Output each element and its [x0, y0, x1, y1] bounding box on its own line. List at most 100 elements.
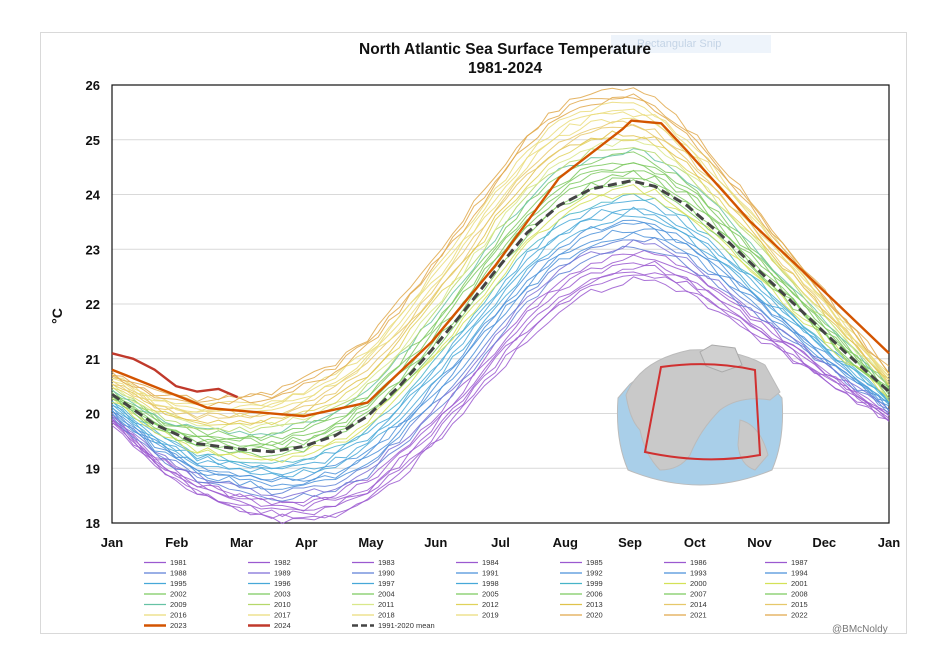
year-line-2016: [111, 117, 890, 417]
legend-label: 1993: [690, 569, 707, 578]
year-line-1999: [111, 193, 890, 464]
legend-label: 2019: [482, 611, 499, 620]
globe-inset-icon: [616, 344, 784, 486]
legend: 1981 1982 1983 1984 1985 1986 1987 1988 1989 1990…: [144, 558, 808, 630]
y-axis-label: °C: [49, 308, 65, 324]
year-line-1981: [111, 276, 890, 525]
x-tick-label: Jan: [878, 535, 900, 550]
year-line-1989: [111, 239, 890, 499]
chart-title-main: North Atlantic Sea Surface Temperature: [359, 41, 651, 58]
legend-label: 2001: [791, 579, 808, 588]
legend-label: 2016: [170, 611, 187, 620]
snip-overlay-label: Rectangular Snip: [611, 35, 771, 53]
legend-label: 1982: [274, 558, 291, 567]
legend-label: 2021: [690, 611, 707, 620]
y-tick-label: 24: [86, 188, 101, 203]
x-tick-label: Aug: [553, 535, 578, 550]
legend-label: 2006: [586, 590, 603, 599]
year-line-1986: [111, 254, 890, 507]
year-line-2013: [111, 130, 890, 425]
legend-label: 2010: [274, 600, 291, 609]
year-line-2009: [111, 148, 890, 436]
legend-label: 2002: [170, 590, 187, 599]
y-tick-label: 21: [86, 352, 100, 367]
x-tick-label: May: [358, 535, 384, 550]
year-line-1987: [111, 249, 890, 504]
legend-label: 2003: [274, 590, 291, 599]
legend-label: 2000: [690, 579, 707, 588]
chart-subtitle: 1981-2024: [467, 60, 543, 77]
year-line-2019: [111, 101, 890, 407]
legend-label: 1988: [170, 569, 187, 578]
y-tick-label: 23: [86, 242, 100, 257]
year-line-2000: [111, 193, 890, 463]
year-line-2006: [111, 162, 890, 446]
year-line-2005: [111, 170, 890, 447]
legend-label: 1995: [170, 579, 187, 588]
y-tick-label: 20: [86, 407, 100, 422]
year-line-1984: [111, 264, 890, 511]
year-line-1990: [111, 237, 890, 496]
credit-label: @BMcNoldy: [832, 624, 888, 635]
year-line-2014: [111, 124, 890, 420]
year-line-1982: [111, 274, 890, 519]
legend-label: 1983: [378, 558, 395, 567]
y-tick-label: 25: [86, 133, 100, 148]
legend-label: 2017: [274, 611, 291, 620]
x-tick-label: Jan: [101, 535, 123, 550]
year-line-2010: [111, 147, 890, 434]
legend-label: 1999: [586, 579, 603, 588]
x-tick-label: Jul: [491, 535, 510, 550]
legend-label: 1986: [690, 558, 707, 567]
chart-title: North Atlantic Sea Surface Temperature 1…: [300, 40, 710, 78]
legend-label: 1989: [274, 569, 291, 578]
year-line-2015: [111, 120, 890, 418]
year-line-1985: [111, 260, 890, 512]
series-line-1991-2020-mean: [111, 179, 891, 454]
plot-area: [111, 84, 890, 524]
x-tick-label: Nov: [747, 535, 772, 550]
legend-label: 2024: [274, 621, 291, 630]
legend-label: 1981: [170, 558, 187, 567]
legend-label: 2013: [586, 600, 603, 609]
year-line-1997: [111, 208, 890, 470]
y-tick-label: 19: [86, 461, 100, 476]
legend-label: 1994: [791, 569, 808, 578]
legend-label: 1996: [274, 579, 291, 588]
legend-label: 2009: [170, 600, 187, 609]
year-line-1991: [111, 231, 890, 491]
legend-label: 2011: [378, 600, 394, 609]
x-tick-label: Oct: [684, 535, 706, 550]
legend-label: 1985: [586, 558, 603, 567]
year-line-1992: [111, 228, 890, 487]
legend-label: 2007: [690, 590, 707, 599]
legend-label: 1991-2020 mean: [378, 621, 435, 630]
x-tick-label: Dec: [812, 535, 836, 550]
x-tick-label: Mar: [230, 535, 253, 550]
year-line-2022: [111, 87, 890, 402]
legend-label: 2022: [791, 611, 808, 620]
legend-label: 2018: [378, 611, 395, 620]
legend-label: 1987: [791, 558, 808, 567]
y-axis: 18 19 20 21 22 23 24 25 26: [86, 78, 101, 531]
legend-label: 1991: [482, 569, 499, 578]
legend-label: 1984: [482, 558, 499, 567]
legend-label: 2020: [586, 611, 603, 620]
x-tick-label: Jun: [424, 535, 447, 550]
year-line-1988: [111, 245, 890, 502]
x-axis: Jan Feb Mar Apr May Jun Jul Aug Sep Oct Nov Dec Jan: [101, 535, 900, 550]
legend-label: 2004: [378, 590, 395, 599]
legend-label: 2005: [482, 590, 499, 599]
legend-label: 1997: [378, 579, 395, 588]
legend-label: 2008: [791, 590, 808, 599]
series-line-2023: [111, 119, 890, 418]
legend-label: 1992: [586, 569, 603, 578]
legend-label: 2014: [690, 600, 707, 609]
y-tick-label: 22: [86, 297, 100, 312]
year-line-2020: [111, 96, 890, 408]
legend-label: 2015: [791, 600, 808, 609]
legend-label: 1990: [378, 569, 395, 578]
series-line-2024: [111, 352, 239, 399]
x-tick-label: Sep: [618, 535, 642, 550]
year-line-2007: [111, 162, 890, 442]
